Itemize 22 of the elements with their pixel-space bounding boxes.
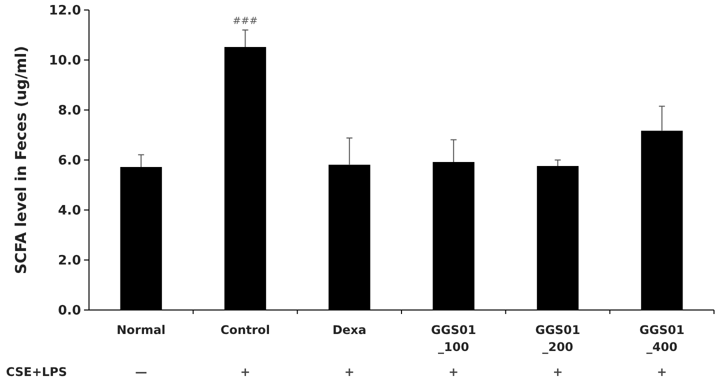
text: + [448,365,459,379]
text: CSE+LPS [6,365,68,379]
x-tick-label: Normal [116,323,166,337]
text: — [135,365,148,379]
x-tick-label: GGS01 _400 [639,323,684,354]
y-tick-label: 0.0 [58,304,81,319]
text: + [656,365,667,379]
x-tick-label: GGS01 _100 [431,323,476,354]
y-tick-label: 2.0 [58,254,81,269]
y-tick-label: 10.0 [48,54,81,69]
y-axis-title: SCFA level in Feces (ug/ml) [12,46,30,274]
data-label: ### [232,16,258,27]
y-tick-label: 12.0 [48,4,81,19]
text: + [552,365,563,379]
y-tick-label: 4.0 [58,204,81,219]
x-tick-label: GGS01 _200 [535,323,580,354]
x-tick-label: Control [220,323,270,337]
y-tick-label: 8.0 [58,104,81,119]
y-tick-label: 6.0 [58,154,81,169]
text: + [240,365,250,379]
text: + [344,365,354,379]
x-tick-label: Dexa [332,323,366,337]
